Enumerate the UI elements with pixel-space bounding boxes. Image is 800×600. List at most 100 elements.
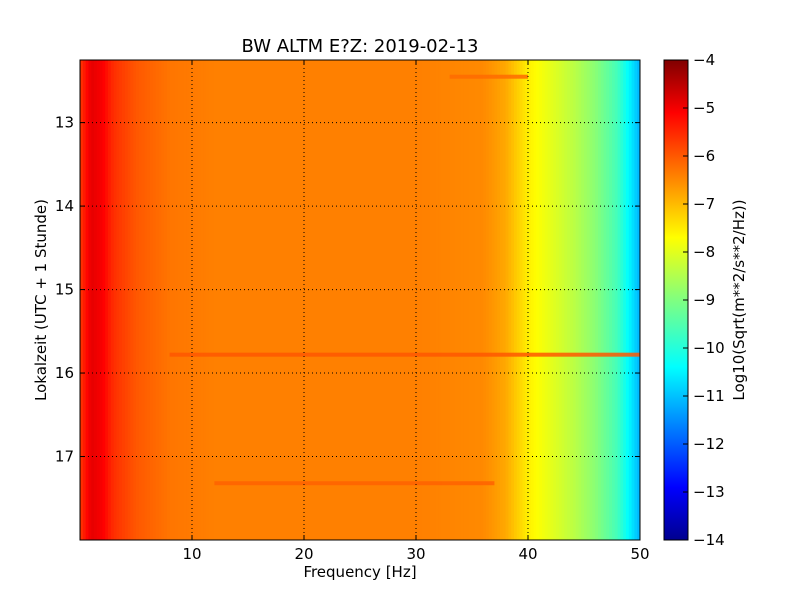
heatmap-column — [152, 60, 156, 540]
heatmap-column — [138, 60, 142, 540]
x-axis-label: Frequency [Hz] — [303, 563, 416, 581]
heatmap-column — [178, 60, 182, 540]
heatmap-column — [581, 60, 585, 540]
heatmap-column — [561, 60, 565, 540]
heatmap-column — [614, 60, 618, 540]
heatmap-column — [295, 60, 299, 540]
x-tick-label: 20 — [294, 545, 313, 563]
heatmap-column — [206, 60, 210, 540]
heatmap-column — [514, 60, 518, 540]
heatmap-column — [444, 60, 448, 540]
heatmap-column — [164, 60, 168, 540]
heatmap-column — [136, 60, 140, 540]
x-axis-ticks: 10 20 30 40 50 — [182, 60, 650, 563]
heatmap-column — [505, 60, 509, 540]
heatmap-column — [435, 60, 439, 540]
heatmap-column — [340, 60, 344, 540]
heatmap-column — [421, 60, 425, 540]
heatmap-column — [99, 60, 103, 540]
heatmap-column — [250, 60, 254, 540]
heatmap-column — [278, 60, 282, 540]
heatmap-column — [584, 60, 588, 540]
heatmap-column — [284, 60, 288, 540]
heatmap-column — [312, 60, 316, 540]
heatmap-column — [122, 60, 126, 540]
heatmap-column — [186, 60, 190, 540]
heatmap-column — [488, 60, 492, 540]
heatmap-column — [332, 60, 336, 540]
heatmap-column — [304, 60, 308, 540]
heatmap-event-streak — [169, 352, 640, 357]
heatmap-column — [432, 60, 436, 540]
heatmap-column — [248, 60, 252, 540]
heatmap-column — [589, 60, 593, 540]
heatmap-column — [91, 60, 95, 540]
heatmap-column — [407, 60, 411, 540]
heatmap-column — [326, 60, 330, 540]
colorbar-tick-label: −11 — [693, 387, 725, 405]
heatmap-column — [528, 60, 532, 540]
heatmap-column — [183, 60, 187, 540]
heatmap-column — [449, 60, 453, 540]
heatmap-column — [211, 60, 215, 540]
heatmap-column — [430, 60, 434, 540]
x-tick-label: 10 — [182, 545, 201, 563]
y-tick-label: 17 — [55, 448, 74, 466]
heatmap-column — [446, 60, 450, 540]
heatmap-column — [197, 60, 201, 540]
heatmap-column — [334, 60, 338, 540]
heatmap-column — [374, 60, 378, 540]
heatmap-column — [354, 60, 358, 540]
heatmap-column — [276, 60, 280, 540]
heatmap-column — [362, 60, 366, 540]
heatmap-column — [217, 60, 221, 540]
heatmap-column — [155, 60, 159, 540]
heatmap-column — [169, 60, 173, 540]
heatmap-column — [147, 60, 151, 540]
colorbar-tick-label: −10 — [693, 339, 725, 357]
heatmap-column — [477, 60, 481, 540]
heatmap-column — [245, 60, 249, 540]
colorbar-tick-label: −7 — [693, 195, 715, 213]
heatmap-column — [556, 60, 560, 540]
heatmap-column — [600, 60, 604, 540]
heatmap-column — [298, 60, 302, 540]
heatmap-column — [553, 60, 557, 540]
heatmap-column — [424, 60, 428, 540]
heatmap-column — [130, 60, 134, 540]
heatmap-column — [570, 60, 574, 540]
colorbar-tick-label: −4 — [693, 51, 715, 69]
heatmap-column — [144, 60, 148, 540]
heatmap-column — [273, 60, 277, 540]
heatmap-column — [175, 60, 179, 540]
heatmap-column — [150, 60, 154, 540]
heatmap-column — [441, 60, 445, 540]
heatmap-column — [222, 60, 226, 540]
heatmap-column — [242, 60, 246, 540]
heatmap-column — [544, 60, 548, 540]
heatmap-column — [88, 60, 92, 540]
colorbar-ticks: −4 −5 −6 −7 −8 −9 −10 −11 −12 −13 −14 — [683, 51, 725, 549]
plot-frame — [79, 59, 641, 541]
heatmap-column — [497, 60, 501, 540]
heatmap-column — [320, 60, 324, 540]
heatmap-column — [516, 60, 520, 540]
heatmap-column — [413, 60, 417, 540]
heatmap-column — [598, 60, 602, 540]
heatmap-column — [402, 60, 406, 540]
heatmap-column — [234, 60, 238, 540]
heatmap-event-streak — [214, 481, 495, 486]
heatmap-column — [578, 60, 582, 540]
colorbar-tick-label: −12 — [693, 435, 725, 453]
heatmap-column — [379, 60, 383, 540]
heatmap-column — [466, 60, 470, 540]
heatmap-column — [558, 60, 562, 540]
heatmap-column — [343, 60, 347, 540]
heatmap-column — [393, 60, 397, 540]
heatmap-column — [309, 60, 313, 540]
heatmap-column — [486, 60, 490, 540]
heatmap-column — [208, 60, 212, 540]
heatmap-column — [110, 60, 114, 540]
heatmap-column — [463, 60, 467, 540]
heatmap-column — [102, 60, 106, 540]
